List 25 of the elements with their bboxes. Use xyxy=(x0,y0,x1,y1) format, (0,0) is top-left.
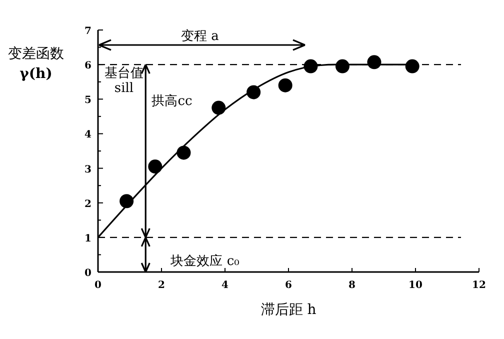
y-tick-label: 0 xyxy=(84,268,92,279)
y-tick-label: 3 xyxy=(84,164,92,176)
x-tick-label: 2 xyxy=(158,280,166,291)
y-tick-label: 6 xyxy=(84,60,92,72)
y-tick-label: 5 xyxy=(84,95,92,106)
point xyxy=(405,59,420,74)
y-tick-label: 7 xyxy=(84,26,92,37)
x-tick-label: 8 xyxy=(348,280,356,291)
y-tick-label: 2 xyxy=(84,198,92,210)
annotation: 变程 a xyxy=(181,29,220,44)
y-tick-label: 1 xyxy=(84,233,92,244)
annotation: 块金效应 c₀ xyxy=(170,253,240,269)
x-tick-label: 12 xyxy=(472,280,486,291)
x-tick-label: 6 xyxy=(285,280,292,291)
point xyxy=(278,78,292,92)
x-tick-label: 4 xyxy=(222,280,229,291)
y-tick-label: 4 xyxy=(84,130,92,141)
x-tick-label: 10 xyxy=(408,280,422,291)
point xyxy=(148,160,162,174)
annotation: 拱高cc xyxy=(152,93,192,109)
point xyxy=(212,100,226,115)
annotation: 基台值 sill xyxy=(104,66,144,96)
x-axis-title: 滞后距 h xyxy=(260,302,316,318)
x-tick-label: 0 xyxy=(94,280,102,291)
y-axis-title: 变差函数 γ(h) xyxy=(8,46,64,82)
